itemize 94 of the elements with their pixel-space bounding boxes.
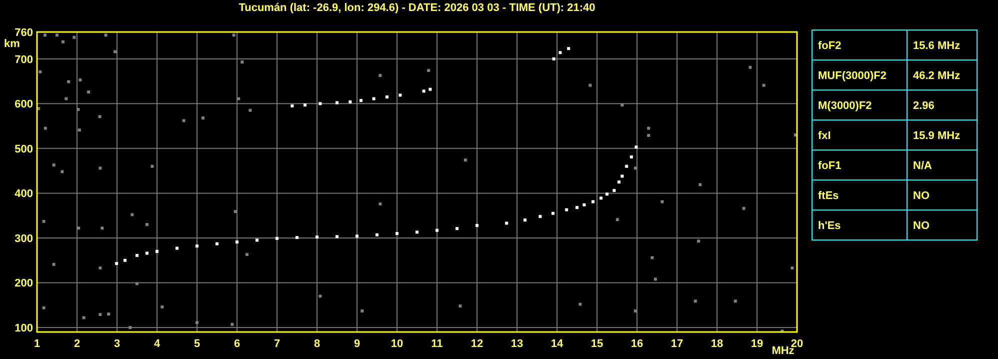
point bbox=[398, 94, 402, 97]
point bbox=[146, 252, 148, 255]
point bbox=[422, 90, 426, 93]
x-tick-label: 17 bbox=[670, 338, 684, 350]
text: h'Es bbox=[818, 220, 841, 232]
x-tick-label: 15 bbox=[590, 338, 604, 350]
point bbox=[360, 99, 362, 102]
text: fxI bbox=[818, 130, 831, 142]
point bbox=[552, 57, 556, 60]
text: 2.96 bbox=[913, 100, 934, 112]
text: 46.2 MHz bbox=[913, 70, 961, 82]
point bbox=[115, 262, 118, 265]
point bbox=[176, 246, 178, 250]
point bbox=[558, 51, 562, 54]
x-tick-label: 3 bbox=[114, 338, 120, 350]
point bbox=[348, 100, 352, 104]
point bbox=[386, 95, 388, 98]
point bbox=[124, 258, 126, 262]
y-tick-label: 760 bbox=[14, 27, 33, 39]
x-tick-label: 14 bbox=[550, 338, 564, 350]
x-tick-label: 5 bbox=[194, 338, 200, 350]
point bbox=[576, 206, 578, 210]
point bbox=[630, 155, 633, 158]
text: foF1 bbox=[818, 160, 842, 172]
point bbox=[276, 236, 278, 240]
x-tick-label: 1 bbox=[34, 338, 40, 350]
point bbox=[592, 200, 594, 204]
text: M(3000)F2 bbox=[818, 100, 872, 112]
chart-title: Tucumán (lat: -26.9, lon: 294.6) - DATE: 2026 03 03 - TIME (UT): 21:40 bbox=[238, 2, 596, 14]
y-tick-label: 300 bbox=[14, 232, 33, 245]
point bbox=[476, 224, 478, 227]
text: ftEs bbox=[818, 190, 839, 202]
point bbox=[567, 47, 570, 50]
point bbox=[565, 208, 568, 212]
point bbox=[505, 222, 508, 225]
x-tick-label: 7 bbox=[274, 338, 280, 350]
point bbox=[256, 238, 258, 242]
point bbox=[304, 103, 306, 106]
x-tick-label: 10 bbox=[390, 338, 404, 350]
point bbox=[606, 192, 608, 196]
text: NO bbox=[913, 220, 930, 232]
y-tick-label: 500 bbox=[14, 143, 33, 156]
x-tick-label: 8 bbox=[314, 338, 320, 350]
point bbox=[156, 250, 158, 253]
point bbox=[625, 164, 628, 168]
text: MUF(3000)F2 bbox=[818, 70, 886, 82]
point bbox=[296, 236, 298, 240]
y-tick-label: 600 bbox=[14, 98, 33, 111]
x-tick-label: 19 bbox=[750, 338, 764, 350]
point bbox=[612, 189, 616, 192]
y-tick-label: 400 bbox=[14, 188, 33, 200]
y-tick-label: 100 bbox=[14, 322, 33, 335]
x-tick-label: 16 bbox=[630, 338, 644, 350]
point bbox=[416, 230, 418, 234]
y-tick-label: 200 bbox=[14, 278, 33, 290]
point bbox=[356, 234, 358, 238]
point bbox=[634, 146, 638, 149]
text: foF2 bbox=[818, 40, 842, 52]
point bbox=[582, 203, 586, 206]
point bbox=[524, 218, 526, 222]
point bbox=[376, 233, 378, 236]
x-tick-label: 13 bbox=[510, 338, 524, 350]
point bbox=[436, 228, 438, 232]
point bbox=[428, 88, 432, 91]
point bbox=[456, 227, 458, 230]
point bbox=[336, 101, 338, 104]
point bbox=[236, 240, 238, 244]
y-tick-label: 700 bbox=[14, 54, 33, 66]
x-tick-label: 11 bbox=[431, 338, 443, 350]
point bbox=[396, 232, 398, 235]
point bbox=[290, 104, 294, 108]
point bbox=[318, 102, 322, 106]
x-tick-label: 4 bbox=[154, 338, 161, 350]
x-tick-label: 12 bbox=[470, 338, 484, 350]
text: 15.6 MHz bbox=[913, 40, 961, 52]
text: NO bbox=[913, 190, 930, 202]
point bbox=[136, 254, 138, 257]
x-tick-label: 18 bbox=[710, 338, 724, 350]
x-tick-label: 2 bbox=[74, 338, 80, 350]
point bbox=[538, 214, 542, 218]
text: N/A bbox=[913, 160, 932, 172]
point bbox=[618, 180, 620, 184]
point bbox=[552, 212, 554, 215]
point bbox=[216, 242, 218, 246]
point bbox=[336, 235, 338, 238]
point bbox=[196, 244, 198, 248]
x-tick-label: 6 bbox=[234, 338, 240, 350]
point bbox=[600, 196, 602, 200]
x-tick-label: 9 bbox=[354, 338, 360, 350]
text: 15.9 MHz bbox=[913, 130, 961, 142]
point bbox=[620, 174, 624, 178]
y-axis-title: km bbox=[4, 38, 20, 50]
point bbox=[372, 97, 376, 100]
point bbox=[316, 236, 318, 239]
